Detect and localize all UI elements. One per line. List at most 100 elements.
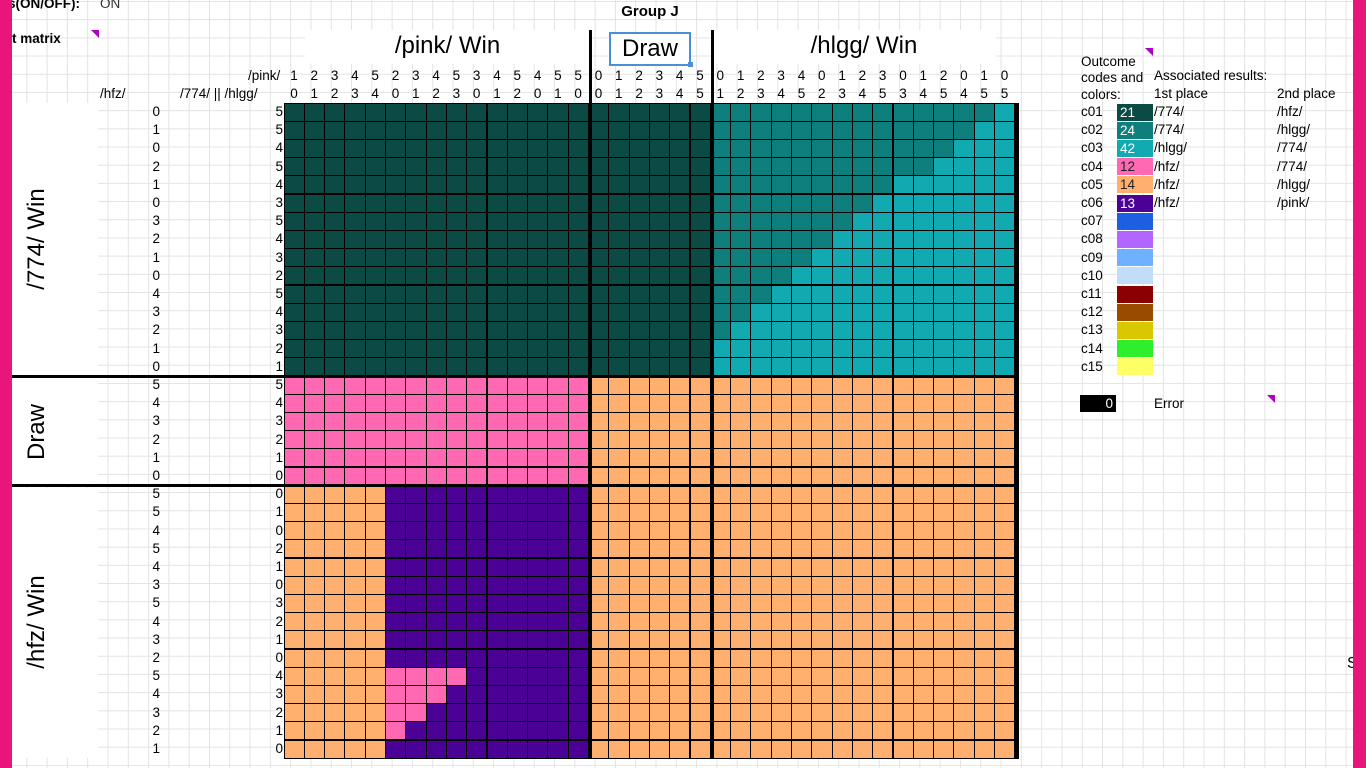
grid-cell[interactable]: [386, 722, 406, 740]
grid-cell[interactable]: [832, 285, 852, 303]
grid-cell[interactable]: [873, 249, 893, 267]
grid-cell[interactable]: [365, 139, 385, 158]
grid-cell[interactable]: [710, 449, 731, 467]
grid-cell[interactable]: [670, 212, 690, 230]
grid-cell[interactable]: [771, 394, 791, 412]
grid-cell[interactable]: [670, 631, 690, 649]
grid-cell[interactable]: [913, 631, 934, 649]
grid-cell[interactable]: [649, 685, 670, 704]
grid-cell[interactable]: [913, 540, 934, 558]
grid-cell[interactable]: [548, 376, 568, 394]
grid-cell[interactable]: [852, 358, 873, 376]
grid-cell[interactable]: [873, 431, 893, 449]
grid-cell[interactable]: [670, 576, 690, 594]
grid-cell[interactable]: [487, 685, 507, 704]
grid-cell[interactable]: [731, 267, 751, 285]
grid-cell[interactable]: [304, 212, 325, 230]
grid-cell[interactable]: [609, 358, 629, 376]
grid-cell[interactable]: [507, 503, 528, 522]
grid-cell[interactable]: [609, 321, 629, 340]
grid-cell[interactable]: [670, 558, 690, 576]
grid-cell[interactable]: [589, 230, 609, 249]
grid-cell[interactable]: [365, 267, 385, 285]
grid-cell[interactable]: [852, 576, 873, 594]
grid-cell[interactable]: [995, 176, 1015, 194]
grid-cell[interactable]: [609, 594, 629, 613]
grid-cell[interactable]: [731, 485, 751, 503]
grid-cell[interactable]: [487, 667, 507, 685]
grid-cell[interactable]: [609, 376, 629, 394]
grid-cell[interactable]: [386, 431, 406, 449]
grid-cell[interactable]: [426, 303, 446, 321]
grid-cell[interactable]: [792, 303, 812, 321]
grid-cell[interactable]: [609, 394, 629, 412]
grid-cell[interactable]: [406, 158, 426, 176]
grid-cell[interactable]: [609, 522, 629, 540]
grid-cell[interactable]: [913, 685, 934, 704]
grid-cell[interactable]: [446, 667, 467, 685]
grid-cell[interactable]: [589, 285, 609, 303]
grid-cell[interactable]: [568, 103, 588, 121]
grid-cell[interactable]: [345, 649, 365, 667]
grid-cell[interactable]: [649, 358, 670, 376]
grid-cell[interactable]: [893, 722, 913, 740]
grid-cell[interactable]: [528, 103, 548, 121]
grid-cell[interactable]: [345, 267, 365, 285]
grid-cell[interactable]: [548, 667, 568, 685]
grid-cell[interactable]: [934, 376, 954, 394]
grid-cell[interactable]: [812, 230, 832, 249]
grid-cell[interactable]: [325, 230, 345, 249]
grid-cell[interactable]: [528, 394, 548, 412]
grid-cell[interactable]: [446, 139, 467, 158]
grid-cell[interactable]: [954, 576, 974, 594]
grid-cell[interactable]: [812, 667, 832, 685]
grid-cell[interactable]: [649, 649, 670, 667]
grid-cell[interactable]: [710, 139, 731, 158]
grid-cell[interactable]: [284, 503, 304, 522]
toggle-value[interactable]: ON: [100, 0, 121, 11]
grid-cell[interactable]: [284, 249, 304, 267]
grid-cell[interactable]: [609, 285, 629, 303]
grid-cell[interactable]: [913, 667, 934, 685]
grid-cell[interactable]: [873, 649, 893, 667]
grid-cell[interactable]: [974, 376, 994, 394]
grid-cell[interactable]: [710, 431, 731, 449]
grid-cell[interactable]: [832, 558, 852, 576]
grid-cell[interactable]: [670, 522, 690, 540]
grid-cell[interactable]: [548, 285, 568, 303]
grid-cell[interactable]: [974, 176, 994, 194]
grid-cell[interactable]: [467, 340, 487, 358]
grid-cell[interactable]: [426, 685, 446, 704]
grid-cell[interactable]: [365, 467, 385, 485]
grid-cell[interactable]: [487, 121, 507, 139]
grid-cell[interactable]: [507, 249, 528, 267]
grid-cell[interactable]: [893, 321, 913, 340]
grid-cell[interactable]: [609, 704, 629, 722]
grid-cell[interactable]: [528, 376, 548, 394]
grid-cell[interactable]: [913, 303, 934, 321]
grid-cell[interactable]: [446, 649, 467, 667]
grid-cell[interactable]: [995, 613, 1015, 631]
grid-cell[interactable]: [690, 412, 710, 431]
grid-cell[interactable]: [284, 212, 304, 230]
grid-cell[interactable]: [893, 558, 913, 576]
grid-cell[interactable]: [649, 230, 670, 249]
grid-cell[interactable]: [507, 158, 528, 176]
grid-cell[interactable]: [812, 431, 832, 449]
grid-cell[interactable]: [406, 649, 426, 667]
grid-cell[interactable]: [548, 249, 568, 267]
grid-cell[interactable]: [893, 594, 913, 613]
grid-cell[interactable]: [446, 613, 467, 631]
grid-cell[interactable]: [528, 194, 548, 212]
grid-cell[interactable]: [913, 176, 934, 194]
grid-cell[interactable]: [386, 212, 406, 230]
grid-cell[interactable]: [446, 194, 467, 212]
grid-cell[interactable]: [528, 649, 548, 667]
grid-cell[interactable]: [386, 740, 406, 758]
grid-cell[interactable]: [487, 431, 507, 449]
grid-cell[interactable]: [731, 176, 751, 194]
grid-cell[interactable]: [589, 467, 609, 485]
grid-cell[interactable]: [467, 667, 487, 685]
grid-cell[interactable]: [568, 285, 588, 303]
grid-cell[interactable]: [893, 503, 913, 522]
